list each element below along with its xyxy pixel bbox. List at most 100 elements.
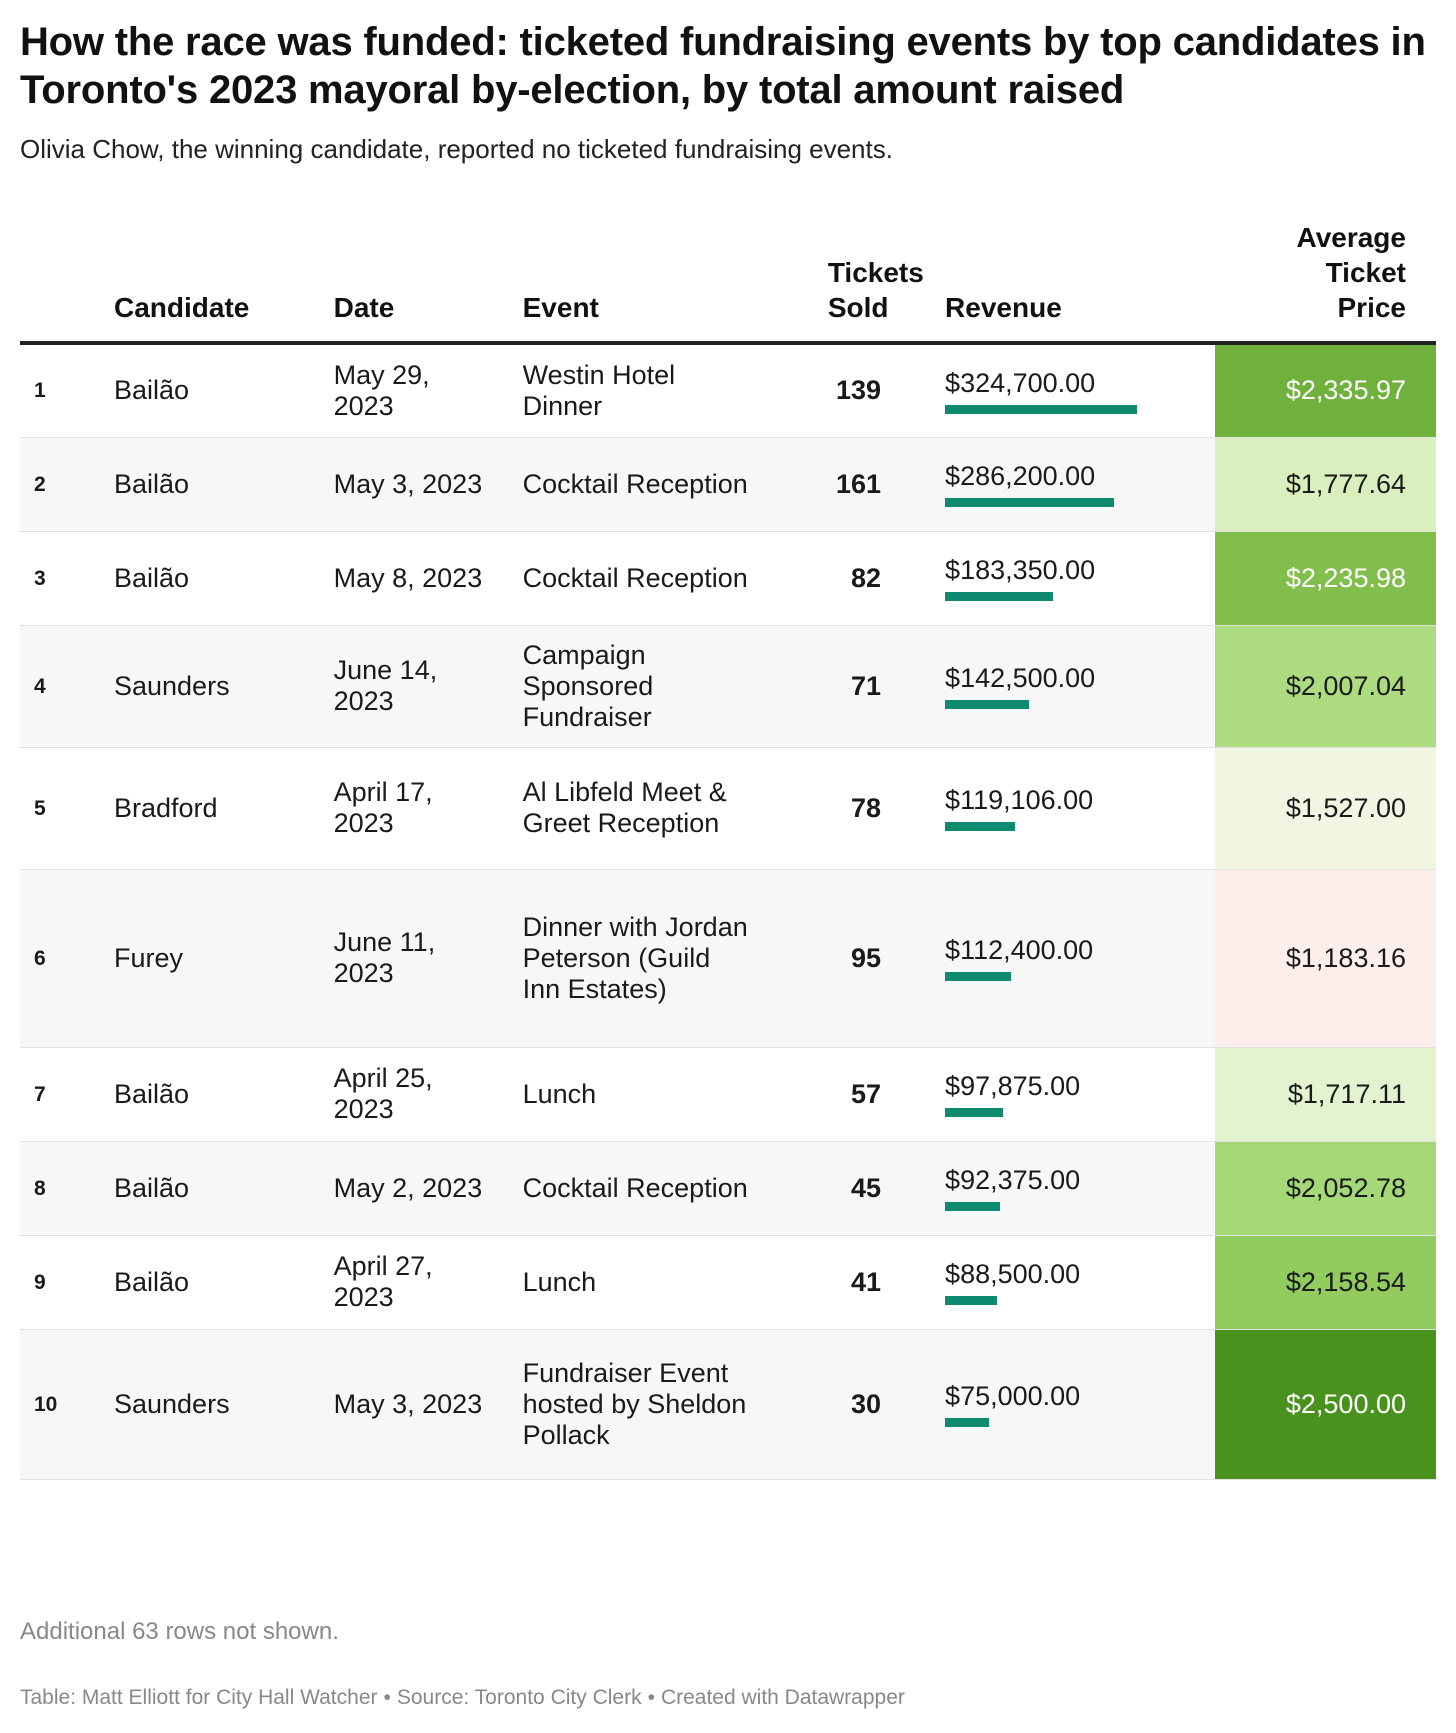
revenue-value: $92,375.00	[945, 1165, 1081, 1195]
table-row: 6 Furey June 11, 2023 Dinner with Jordan Pe…	[20, 869, 1436, 1048]
row-candidate: Saunders	[113, 1329, 334, 1480]
row-average-ticket-price: $2,500.00	[1215, 1329, 1436, 1480]
row-rank: 6	[20, 869, 114, 1048]
credit-separator: •	[383, 1686, 391, 1709]
revenue-value: $286,200.00	[945, 461, 1096, 491]
row-date: May 3, 2023	[333, 1329, 523, 1480]
row-revenue: $112,400.00	[921, 869, 1216, 1048]
credit-separator: •	[647, 1686, 655, 1709]
table-row: 9 Bailão April 27, 2023 Lunch 41 $88,500.00 $2…	[20, 1235, 1436, 1330]
revenue-bar	[945, 1108, 1004, 1117]
row-average-ticket-price: $1,183.16	[1215, 869, 1436, 1048]
row-rank: 10	[20, 1329, 114, 1480]
row-rank: 5	[20, 747, 114, 870]
credit-datawrapper[interactable]: Created with Datawrapper	[660, 1686, 905, 1709]
row-candidate: Bailão	[113, 1047, 334, 1142]
revenue-bar	[945, 1418, 990, 1427]
row-rank: 9	[20, 1235, 114, 1330]
revenue-value: $183,350.00	[945, 555, 1096, 585]
header-date[interactable]: Date	[333, 292, 395, 323]
row-event: Campaign Sponsored Fundraiser	[522, 625, 768, 748]
header-average-ticket-price[interactable]: Average Ticket Price	[1296, 222, 1406, 323]
row-candidate: Bailão	[113, 343, 334, 438]
revenue-value: $88,500.00	[945, 1259, 1081, 1289]
row-revenue: $97,875.00	[921, 1047, 1216, 1142]
chart-header: How the race was funded: ticketed fundra…	[20, 18, 1436, 166]
row-average-ticket-price: $1,777.64	[1215, 437, 1436, 532]
row-rank: 1	[20, 343, 114, 438]
revenue-value: $97,875.00	[945, 1071, 1081, 1101]
revenue-value: $324,700.00	[945, 367, 1096, 398]
table-body: 1 Bailão May 29, 2023 Westin Hotel Dinner 13…	[20, 343, 1436, 1480]
fundraising-table: Candidate Date Event Tickets Sold Revenu…	[20, 220, 1436, 1480]
row-tickets-sold: 161	[767, 437, 922, 532]
revenue-value: $75,000.00	[945, 1381, 1081, 1411]
revenue-bar	[945, 1202, 1001, 1211]
row-candidate: Bradford	[113, 747, 334, 870]
row-rank: 4	[20, 625, 114, 748]
revenue-bar	[945, 700, 1030, 709]
row-revenue: $119,106.00	[921, 747, 1216, 870]
table-row: 2 Bailão May 3, 2023 Cocktail Reception 161 $…	[20, 437, 1436, 532]
revenue-bar	[945, 1296, 998, 1305]
header-revenue[interactable]: Revenue	[945, 292, 1062, 323]
row-revenue: $142,500.00	[921, 625, 1216, 748]
row-candidate: Bailão	[113, 1235, 334, 1330]
row-date: May 3, 2023	[333, 437, 523, 532]
revenue-value: $119,106.00	[945, 785, 1094, 815]
row-tickets-sold: 95	[767, 869, 922, 1048]
revenue-bar	[945, 822, 1016, 831]
row-rank: 3	[20, 531, 114, 626]
row-date: May 8, 2023	[333, 531, 523, 626]
row-tickets-sold: 71	[767, 625, 922, 748]
row-date: June 11, 2023	[333, 869, 523, 1048]
revenue-bar	[945, 972, 1012, 981]
row-date: May 29, 2023	[333, 343, 523, 438]
revenue-bar	[945, 592, 1054, 601]
row-event: Fundraiser Event hosted by Sheldon Polla…	[522, 1329, 768, 1480]
table-row: 3 Bailão May 8, 2023 Cocktail Reception 82 $1…	[20, 531, 1436, 626]
header-tickets-sold[interactable]: Tickets Sold	[827, 257, 924, 323]
row-tickets-sold: 30	[767, 1329, 922, 1480]
row-revenue: $92,375.00	[921, 1141, 1216, 1236]
revenue-value: $142,500.00	[945, 663, 1096, 693]
row-tickets-sold: 139	[767, 343, 922, 438]
row-revenue: $324,700.00	[921, 343, 1216, 438]
credit-source: Source: Toronto City Clerk	[396, 1686, 642, 1709]
row-event: Dinner with Jordan Peterson (Guild Inn E…	[522, 869, 768, 1048]
table-header-row: Candidate Date Event Tickets Sold Revenu…	[20, 220, 1436, 343]
table-row: 1 Bailão May 29, 2023 Westin Hotel Dinner 13…	[20, 343, 1436, 438]
row-rank: 7	[20, 1047, 114, 1142]
row-tickets-sold: 57	[767, 1047, 922, 1142]
row-average-ticket-price: $2,335.97	[1215, 343, 1436, 438]
row-date: May 2, 2023	[333, 1141, 523, 1236]
row-date: April 25, 2023	[333, 1047, 523, 1142]
revenue-value: $112,400.00	[945, 935, 1094, 965]
rows-not-shown-note: Additional 63 rows not shown.	[20, 1618, 339, 1645]
row-tickets-sold: 78	[767, 747, 922, 870]
row-tickets-sold: 45	[767, 1141, 922, 1236]
header-candidate[interactable]: Candidate	[113, 292, 250, 323]
header-rank[interactable]	[20, 220, 114, 343]
row-revenue: $75,000.00	[921, 1329, 1216, 1480]
chart-title: How the race was funded: ticketed fundra…	[20, 20, 1426, 112]
revenue-bar	[945, 404, 1138, 414]
row-event: Cocktail Reception	[522, 531, 768, 626]
row-candidate: Saunders	[113, 625, 334, 748]
table-row: 10 Saunders May 3, 2023 Fundraiser Event ho…	[20, 1329, 1436, 1480]
row-tickets-sold: 82	[767, 531, 922, 626]
row-date: April 27, 2023	[333, 1235, 523, 1330]
row-revenue: $286,200.00	[921, 437, 1216, 532]
row-event: Lunch	[522, 1047, 768, 1142]
table-row: 8 Bailão May 2, 2023 Cocktail Reception 45 $9…	[20, 1141, 1436, 1236]
credit-line: Table: Matt Elliott for City Hall Watche…	[20, 1684, 905, 1712]
row-event: Lunch	[522, 1235, 768, 1330]
chart-subtitle: Olivia Chow, the winning candidate, repo…	[20, 134, 893, 164]
row-candidate: Bailão	[113, 1141, 334, 1236]
row-date: April 17, 2023	[333, 747, 523, 870]
header-event[interactable]: Event	[522, 292, 599, 323]
row-candidate: Furey	[113, 869, 334, 1048]
row-average-ticket-price: $2,052.78	[1215, 1141, 1436, 1236]
row-candidate: Bailão	[113, 531, 334, 626]
row-tickets-sold: 41	[767, 1235, 922, 1330]
